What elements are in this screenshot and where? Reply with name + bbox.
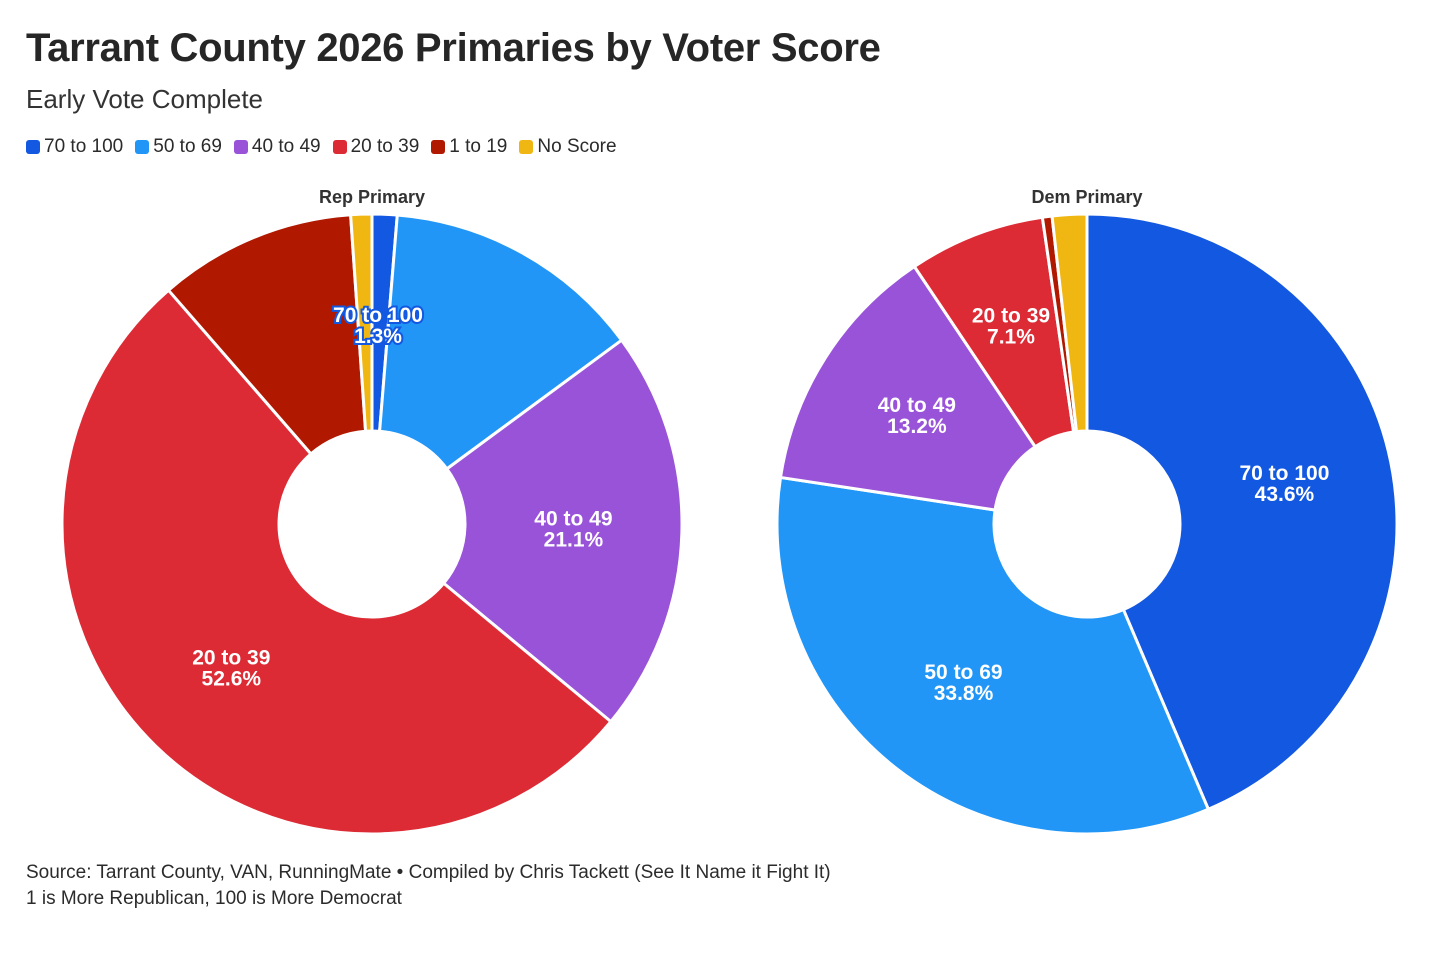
legend-item-20-39: 20 to 39 <box>332 136 420 158</box>
slice-no-score <box>1050 212 1089 434</box>
chart-subtitle: Early Vote Complete <box>26 84 264 114</box>
legend: 70 to 100 50 to 69 40 to 49 20 to 39 1 t… <box>26 136 629 158</box>
slice-50-to-69 <box>775 475 1210 836</box>
donut-title: Rep Primary <box>319 187 425 207</box>
legend-swatch-70-100 <box>26 140 40 154</box>
source-note: Source: Tarrant County, VAN, RunningMate… <box>26 862 831 883</box>
slice-label-40-to-49: 40 to 49 21.1% <box>534 508 612 552</box>
legend-swatch-50-69 <box>135 140 150 154</box>
chart-title: Tarrant County 2026 Primaries by Voter S… <box>26 26 881 70</box>
slice-label-70-to-100: 70 to 100 1.3% <box>333 304 423 348</box>
slice-40-to-49 <box>442 338 684 724</box>
legend-label: 40 to 49 <box>251 136 321 157</box>
slice-40-to-49 <box>779 265 1037 512</box>
scale-note: 1 is More Republican, 100 is More Democr… <box>26 888 402 909</box>
donut-dem-primary: Dem Primary 70 to 100 43.6% 50 to 69 33.8% 40… <box>775 187 1399 836</box>
slice-1-to-19 <box>166 213 368 456</box>
slice-label-40-to-49: 40 to 49 13.2% <box>878 394 956 438</box>
legend-item-no-score: No Score <box>519 136 617 158</box>
donut-title: Dem Primary <box>1031 187 1142 207</box>
slice-label-50-to-69: 50 to 69 33.8% <box>924 661 1002 705</box>
legend-item-50-69: 50 to 69 <box>135 136 222 158</box>
legend-item-70-100: 70 to 100 <box>26 136 123 158</box>
legend-label: 50 to 69 <box>153 136 222 157</box>
legend-swatch-1-19 <box>431 140 446 154</box>
donut-rep-primary: Rep Primary 70 to 100 1.3% 40 to 49 21.1% 20 … <box>60 187 684 836</box>
legend-label: 70 to 100 <box>44 136 124 157</box>
legend-swatch-no-score <box>519 140 534 154</box>
legend-swatch-20-39 <box>332 140 347 154</box>
legend-swatch-40-49 <box>233 140 248 154</box>
slice-no-score <box>349 212 374 433</box>
slice-label-70-to-100: 70 to 100 43.6% <box>1239 462 1329 506</box>
slice-70-to-100 <box>1085 212 1399 811</box>
slice-20-to-39 <box>60 288 613 836</box>
slice-label-20-to-39: 20 to 39 52.6% <box>192 646 270 690</box>
legend-label: 1 to 19 <box>449 136 508 157</box>
slice-label-20-to-39: 20 to 39 7.1% <box>972 305 1050 349</box>
legend-label: 20 to 39 <box>350 136 420 157</box>
slice-50-to-69 <box>378 213 624 471</box>
legend-label: No Score <box>537 136 617 157</box>
legend-item-40-49: 40 to 49 <box>233 136 321 158</box>
chart-footer: Source: Tarrant County, VAN, RunningMate… <box>26 860 831 912</box>
legend-item-1-19: 1 to 19 <box>431 136 507 158</box>
